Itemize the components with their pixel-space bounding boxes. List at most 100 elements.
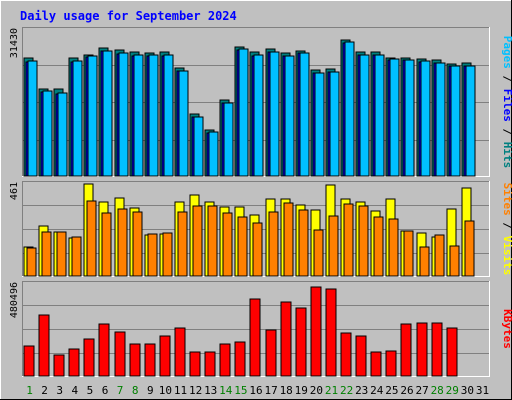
bar-middle-sites-day-20 [313, 229, 324, 277]
bar-top-pages-day-17 [269, 51, 280, 177]
bar-bottom-kbytes-day-11 [174, 327, 186, 377]
bar-middle-sites-day-16 [252, 222, 263, 277]
bar-top-pages-day-12 [193, 116, 204, 177]
bar-middle-sites-day-13 [207, 205, 218, 277]
bar-middle-sites-day-4 [71, 236, 82, 277]
bar-top-pages-day-21 [329, 71, 340, 177]
ylabel-segment: Hits [501, 142, 512, 169]
day-label-18: 18 [280, 384, 293, 397]
bar-top-pages-day-10 [163, 54, 174, 177]
bar-middle-sites-day-26 [403, 230, 414, 277]
bar-bottom-kbytes-day-3 [53, 354, 65, 377]
bar-bottom-kbytes-day-17 [265, 329, 277, 377]
bar-bottom-kbytes-day-28 [431, 322, 443, 377]
ylabel-segment: Sites [501, 183, 512, 216]
day-label-29: 29 [446, 384, 459, 397]
bar-top-pages-day-9 [148, 54, 159, 177]
bar-middle-sites-day-15 [237, 216, 248, 277]
bar-bottom-kbytes-day-14 [219, 343, 231, 377]
bar-top-pages-day-1 [27, 60, 38, 177]
day-label-30: 30 [461, 384, 474, 397]
bar-bottom-kbytes-day-1 [23, 345, 35, 377]
bar-top-pages-day-3 [57, 92, 68, 177]
bar-top-pages-day-13 [208, 131, 219, 177]
bar-top-pages-day-4 [72, 60, 83, 177]
bar-middle-sites-day-21 [328, 215, 339, 277]
bar-middle-sites-day-3 [56, 231, 67, 277]
bar-bottom-kbytes-day-10 [159, 335, 171, 377]
bar-bottom-kbytes-day-5 [83, 338, 95, 377]
bar-bottom-kbytes-day-13 [204, 351, 216, 377]
bar-middle-sites-day-6 [101, 212, 112, 277]
bar-middle-sites-day-1 [26, 247, 37, 277]
bar-middle-sites-day-17 [268, 211, 279, 277]
bar-top-pages-day-14 [223, 102, 234, 177]
ylabel-segment: KBytes [501, 309, 512, 349]
day-label-12: 12 [189, 384, 202, 397]
max-value-label: 461 [9, 182, 20, 200]
day-label-26: 26 [400, 384, 413, 397]
bar-top-pages-day-18 [284, 55, 295, 177]
panel-ylabel: KBytes [501, 309, 512, 349]
bar-bottom-kbytes-day-22 [340, 332, 352, 377]
bar-bottom-kbytes-day-21 [325, 288, 337, 377]
ylabel-segment: Visits [501, 236, 512, 276]
panel-middle: 461 Sites / Visits [9, 181, 512, 277]
day-label-6: 6 [102, 384, 109, 397]
bar-bottom-kbytes-day-18 [280, 301, 292, 377]
bar-bottom-kbytes-day-27 [416, 322, 428, 377]
bar-top-pages-day-15 [238, 48, 249, 177]
bar-bottom-kbytes-day-23 [355, 335, 367, 377]
bar-middle-sites-day-8 [132, 211, 143, 277]
bar-top-pages-day-24 [374, 54, 385, 177]
bar-top-pages-day-7 [118, 52, 129, 177]
bar-bottom-kbytes-day-12 [189, 351, 201, 377]
chart-panels: 31430 Pages / Files / Hits 461 Sites / Visi… [9, 27, 512, 377]
bar-top-pages-day-29 [450, 65, 461, 177]
bar-middle-sites-day-18 [283, 202, 294, 277]
day-label-13: 13 [204, 384, 217, 397]
bar-middle-sites-day-19 [298, 209, 309, 277]
day-label-31: 31 [476, 384, 489, 397]
day-label-1: 1 [26, 384, 33, 397]
bar-top-pages-day-19 [299, 52, 310, 177]
bar-top-pages-day-27 [420, 60, 431, 177]
day-label-14: 14 [219, 384, 233, 397]
ylabel-segment: / [501, 122, 512, 142]
bar-bottom-kbytes-day-2 [38, 314, 50, 377]
bar-top-pages-day-28 [435, 62, 446, 177]
bar-middle-sites-day-10 [162, 232, 173, 277]
bar-top-pages-day-30 [465, 65, 476, 177]
day-label-8: 8 [132, 384, 139, 397]
bar-middle-sites-day-7 [117, 208, 128, 277]
bar-middle-sites-day-28 [434, 234, 445, 277]
day-label-15: 15 [234, 384, 247, 397]
bar-top-pages-day-11 [178, 70, 189, 177]
bar-top-pages-day-23 [359, 54, 370, 177]
bar-bottom-kbytes-day-26 [400, 323, 412, 377]
max-value-label: 31430 [9, 28, 20, 58]
day-label-27: 27 [415, 384, 428, 397]
bar-top-pages-day-22 [344, 41, 355, 177]
panel-ylabel: Sites / Visits [501, 183, 512, 276]
day-label-11: 11 [174, 384, 187, 397]
panel-top: 31430 Pages / Files / Hits [9, 27, 512, 177]
day-label-22: 22 [340, 384, 353, 397]
bar-middle-sites-day-11 [177, 211, 188, 277]
bar-middle-sites-day-25 [388, 218, 399, 277]
bar-bottom-kbytes-day-4 [68, 348, 80, 377]
day-label-7: 7 [117, 384, 124, 397]
day-label-4: 4 [71, 384, 78, 397]
chart-title: Daily usage for September 2024 [20, 9, 237, 23]
bar-bottom-kbytes-day-6 [98, 323, 110, 377]
day-label-3: 3 [56, 384, 63, 397]
bar-middle-sites-day-27 [419, 246, 430, 277]
bar-bottom-kbytes-day-8 [129, 343, 141, 377]
bar-top-pages-day-8 [133, 54, 144, 177]
day-label-10: 10 [159, 384, 172, 397]
ylabel-segment: Pages [501, 36, 512, 69]
day-label-25: 25 [385, 384, 398, 397]
bar-middle-sites-day-14 [222, 212, 233, 277]
x-axis-day-labels: 1 2 3 4 5 6 7 8 9 10 11 12 13 14 15 16 17 18 19 20 21 22 23 24 2… [26, 384, 489, 397]
